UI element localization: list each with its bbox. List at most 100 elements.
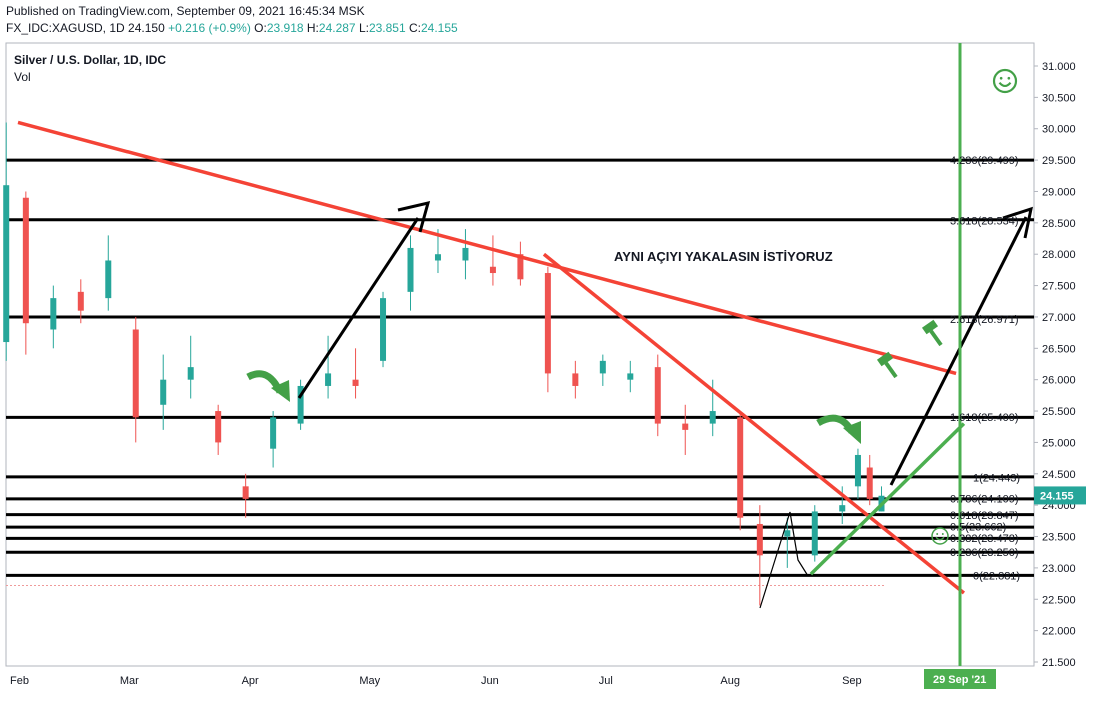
x-tick-label: Jun (481, 675, 499, 687)
current-price-tag (1034, 486, 1086, 505)
fib-level-label: 3.618(28.534) (950, 216, 1019, 228)
fib-level-label: 2.618(26.971) (950, 314, 1019, 326)
fib-level-label: 4.236(29.499) (950, 155, 1019, 167)
y-tick-label: 30.000 (1042, 124, 1076, 136)
y-tick-label: 24.500 (1042, 469, 1076, 481)
y-tick-label: 23.000 (1042, 563, 1076, 575)
candle-body (242, 486, 249, 499)
close-value: 24.155 (421, 21, 458, 35)
candle-body (407, 247, 414, 292)
high-value: 24.287 (318, 21, 356, 35)
smiley-mouth (998, 81, 1012, 88)
x-tick-label: Aug (720, 675, 740, 687)
symbol: FX_IDC:XAGUSD, 1D (6, 21, 125, 35)
black-arrow-head (1002, 206, 1033, 239)
candle-body (160, 379, 167, 405)
candle-body (352, 379, 359, 386)
fib-level-label: 0.5(23.662) (950, 521, 1006, 533)
h-label: H: (306, 21, 319, 35)
fib-level-label: 1(24.443) (973, 472, 1020, 484)
candle-body (599, 360, 606, 374)
y-tick-label: 29.500 (1042, 155, 1076, 167)
x-tick-label: Sep (842, 675, 862, 687)
x-tick-label: Mar (120, 675, 139, 687)
candle-body (380, 298, 387, 361)
current-price-label: 24.155 (1040, 490, 1074, 502)
candle-body (572, 373, 579, 386)
y-tick-label: 29.000 (1042, 186, 1076, 198)
candle-body (517, 254, 524, 280)
red-trendline (542, 252, 966, 595)
candle-body (434, 254, 441, 261)
candle-body (654, 367, 661, 424)
y-tick-label: 25.000 (1042, 437, 1076, 449)
y-tick-label: 31.000 (1042, 61, 1076, 73)
symbol-line: FX_IDC:XAGUSD, 1D 24.150 +0.216 (+0.9%) … (6, 21, 458, 35)
smiley-icon (992, 68, 1018, 94)
candle-body (215, 411, 222, 443)
black-arrow-head (397, 200, 431, 233)
fib-level-label: 1.618(25.409) (950, 412, 1019, 424)
fib-level-label: 0.382(23.478) (950, 533, 1019, 545)
change: +0.216 (+0.9%) (168, 21, 251, 35)
y-tick-label: 22.000 (1042, 626, 1076, 638)
y-tick-label: 26.500 (1042, 343, 1076, 355)
candle-body (297, 385, 304, 424)
y-tick-label: 23.500 (1042, 532, 1076, 544)
candle-body (270, 417, 277, 449)
gavel-icon (876, 351, 894, 367)
y-tick-label: 25.500 (1042, 406, 1076, 418)
red-trendline (17, 120, 957, 376)
candle-body (737, 417, 744, 518)
green-curved-arrow-head (843, 421, 861, 444)
date-marker-label: 29 Sep '21 (933, 674, 986, 686)
x-tick-label: Apr (242, 675, 259, 687)
c-label: C: (409, 21, 421, 35)
candle-body (854, 454, 861, 487)
candle-body (627, 373, 634, 380)
volume-label: Vol (14, 70, 31, 84)
low-value: 23.851 (368, 21, 406, 35)
candle-body (811, 511, 818, 556)
black-arrow-line (297, 217, 420, 399)
candle-body (187, 367, 194, 380)
open-value: 23.918 (266, 21, 304, 35)
candle-body (489, 266, 496, 274)
y-tick-label: 28.000 (1042, 249, 1076, 261)
gavel-icon (921, 319, 939, 335)
date-marker-box (924, 669, 996, 689)
candle-body (22, 197, 29, 324)
last-price: 24.150 (128, 21, 165, 35)
fib-level-label: 0.236(23.250) (950, 547, 1019, 559)
candle-body (709, 411, 716, 424)
o-label: O: (254, 21, 267, 35)
gavel-handle (884, 361, 898, 379)
x-tick-label: May (359, 675, 380, 687)
y-tick-label: 21.500 (1042, 657, 1076, 669)
candle-body (682, 423, 689, 430)
thin-black-line (759, 511, 809, 609)
candle-body (544, 273, 551, 374)
x-tick-label: Feb (10, 675, 29, 687)
y-tick-label: 30.500 (1042, 92, 1076, 104)
y-tick-label: 26.000 (1042, 375, 1076, 387)
gavel-handle (929, 329, 943, 347)
y-tick-label: 27.500 (1042, 281, 1076, 293)
fib-level-label: 0.786(24.109) (950, 493, 1019, 505)
candle-body (132, 329, 139, 418)
candle-body (756, 523, 763, 556)
green-trendline (809, 422, 966, 576)
fib-level-label: 0(22.881) (973, 570, 1020, 582)
candle-body (784, 530, 791, 537)
smiley-eye (936, 533, 939, 535)
green-curved-arrow-head (271, 380, 290, 402)
panel-title: Silver / U.S. Dollar, 1D, IDC (14, 53, 167, 67)
candle-body (462, 247, 469, 261)
candle-body (866, 467, 873, 499)
l-label: L: (358, 21, 369, 35)
published-line: Published on TradingView.com, September … (6, 4, 365, 18)
x-tick-label: Jul (599, 675, 613, 687)
candle-body (325, 373, 332, 386)
